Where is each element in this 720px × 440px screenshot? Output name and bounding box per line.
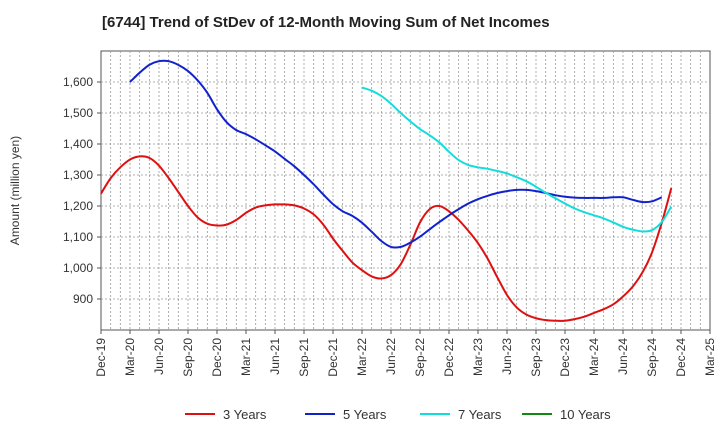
x-tick-label: Mar-23 (471, 338, 485, 376)
x-tick-label: Dec-20 (210, 338, 224, 377)
y-tick-label: 1,100 (63, 230, 93, 244)
x-tick-label: Jun-21 (268, 338, 282, 375)
y-tick-label: 1,000 (63, 261, 93, 275)
x-tick-label: Mar-20 (123, 338, 137, 376)
y-tick-label: 1,300 (63, 168, 93, 182)
x-tick-label: Mar-21 (239, 338, 253, 376)
series-line-3-years (100, 155, 673, 322)
x-tick-label: Dec-19 (94, 338, 108, 377)
legend-label: 3 Years (223, 407, 267, 422)
x-tick-label: Jun-23 (500, 338, 514, 375)
x-tick-label: Sep-23 (529, 338, 543, 377)
x-tick-label: Mar-22 (355, 338, 369, 376)
series-line-5-years (129, 59, 663, 249)
x-tick-label: Sep-20 (181, 338, 195, 377)
x-tick-label: Jun-24 (616, 338, 630, 375)
plot-area (100, 50, 711, 331)
chart-title: [6744] Trend of StDev of 12-Month Moving… (102, 14, 550, 31)
x-tick-label: Sep-22 (413, 338, 427, 377)
y-tick-label: 1,500 (63, 106, 93, 120)
x-tick-label: Dec-22 (442, 338, 456, 377)
axis-layer: 900 1,000 1,100 1,200 1,300 1,400 1,500 1,600 De… (63, 75, 717, 377)
y-tick-label: 1,600 (63, 75, 93, 89)
y-tick-label: 1,200 (63, 199, 93, 213)
x-tick-label: Mar-25 (703, 338, 717, 376)
legend-item-5-years: 5 Years (305, 407, 387, 422)
x-tick-label: Mar-24 (587, 338, 601, 376)
legend: 3 Years 5 Years 7 Years 10 Years (185, 407, 611, 422)
legend-item-3-years: 3 Years (185, 407, 267, 422)
legend-label: 5 Years (343, 407, 387, 422)
x-tick-label: Dec-23 (558, 338, 572, 377)
legend-item-10-years: 10 Years (522, 407, 611, 422)
x-tick-label: Sep-21 (297, 338, 311, 377)
legend-label: 7 Years (458, 407, 502, 422)
y-tick-label: 1,400 (63, 137, 93, 151)
x-tick-label: Dec-21 (326, 338, 340, 377)
x-tick-label: Jun-20 (152, 338, 166, 375)
legend-item-7-years: 7 Years (420, 407, 502, 422)
grid-layer (101, 51, 710, 330)
series-layer (100, 59, 673, 322)
x-tick-label: Dec-24 (674, 338, 688, 377)
x-tick-label: Sep-24 (645, 338, 659, 377)
series-line-7-years (361, 86, 673, 233)
x-tick-label: Jun-22 (384, 338, 398, 375)
y-axis-label: Amount (million yen) (8, 136, 22, 245)
legend-label: 10 Years (560, 407, 611, 422)
y-tick-label: 900 (73, 292, 93, 306)
